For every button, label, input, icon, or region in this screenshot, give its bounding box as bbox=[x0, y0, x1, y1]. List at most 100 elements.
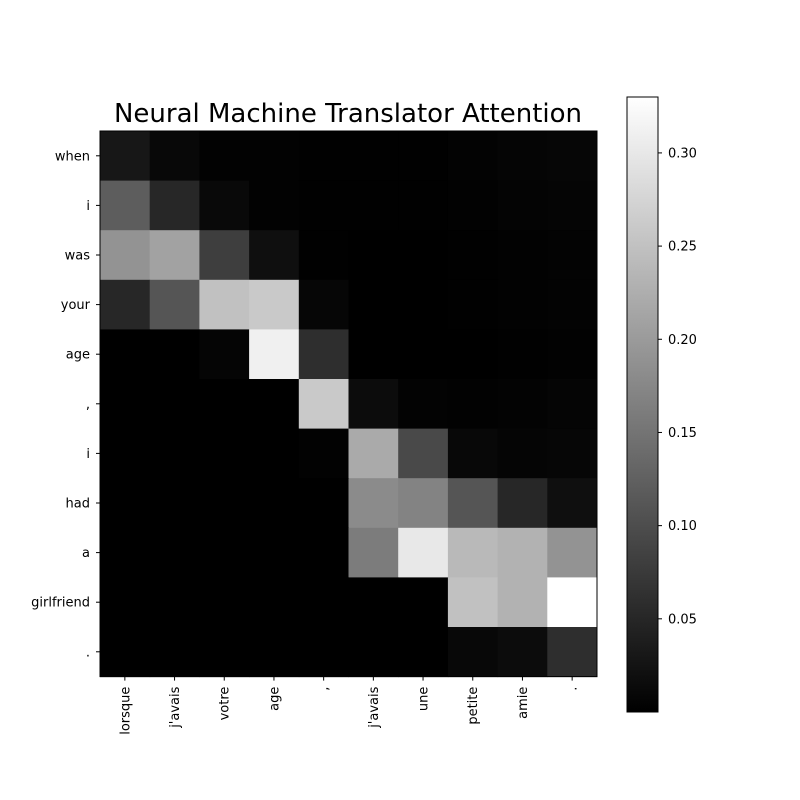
colorbar-tick-label: 0.30 bbox=[668, 146, 697, 161]
heatmap-cell-r10-c5 bbox=[348, 627, 399, 678]
y-tick-label: your bbox=[61, 298, 91, 313]
heatmap-cell-r9-c1 bbox=[149, 577, 200, 628]
heatmap-cell-r9-c9 bbox=[547, 577, 598, 628]
colorbar bbox=[626, 96, 659, 713]
heatmap-cell-r9-c5 bbox=[348, 577, 399, 628]
heatmap-cell-r10-c3 bbox=[249, 627, 300, 678]
heatmap-cell-r5-c8 bbox=[497, 379, 548, 430]
heatmap-cell-r5-c5 bbox=[348, 379, 399, 430]
heatmap-cell-r3-c4 bbox=[298, 279, 349, 330]
y-tick-label: , bbox=[86, 397, 90, 412]
heatmap-cell-r7-c2 bbox=[199, 478, 250, 529]
heatmap-cell-r8-c4 bbox=[298, 527, 349, 578]
y-tick-label: was bbox=[65, 249, 91, 264]
heatmap-cell-r0-c2 bbox=[199, 131, 250, 182]
heatmap-cell-r10-c8 bbox=[497, 627, 548, 678]
y-tick-label: i bbox=[86, 199, 90, 214]
heatmap-cell-r2-c4 bbox=[298, 230, 349, 281]
heatmap-cell-r5-c9 bbox=[547, 379, 598, 430]
y-tick-label: girlfriend bbox=[31, 596, 90, 611]
heatmap-cell-r2-c8 bbox=[497, 230, 548, 281]
x-tick-label: amie bbox=[516, 687, 531, 719]
heatmap-cell-r0-c1 bbox=[149, 131, 200, 182]
heatmap-cell-r3-c7 bbox=[447, 279, 499, 330]
y-tick-label: i bbox=[86, 447, 90, 462]
heatmap-cell-r10-c9 bbox=[547, 627, 598, 678]
heatmap-cell-r7-c5 bbox=[348, 478, 399, 529]
heatmap-cell-r9-c4 bbox=[298, 577, 349, 628]
heatmap-cell-r7-c3 bbox=[249, 478, 300, 529]
heatmap-cell-r0-c5 bbox=[348, 131, 399, 182]
heatmap-cell-r1-c0 bbox=[100, 180, 151, 231]
y-tick-label: age bbox=[66, 348, 90, 363]
heatmap-cell-r9-c6 bbox=[398, 577, 449, 628]
y-tick-label: when bbox=[55, 149, 90, 164]
colorbar-tick-label: 0.20 bbox=[668, 333, 697, 348]
heatmap-cell-r1-c1 bbox=[149, 180, 200, 231]
x-tick-label: . bbox=[566, 687, 581, 691]
heatmap-cell-r8-c6 bbox=[398, 527, 449, 578]
heatmap-cell-r6-c6 bbox=[398, 428, 449, 479]
heatmap-cell-r0-c6 bbox=[398, 131, 449, 182]
x-tick-label: age bbox=[267, 687, 282, 711]
heatmap-cell-r5-c4 bbox=[298, 379, 349, 430]
heatmap-cell-r7-c9 bbox=[547, 478, 598, 529]
x-tick-label: j'avais bbox=[367, 686, 382, 728]
colorbar-tick-label: 0.15 bbox=[668, 426, 697, 441]
heatmap-cell-r7-c0 bbox=[100, 478, 151, 529]
heatmap-cell-r1-c8 bbox=[497, 180, 548, 231]
heatmap-cell-r6-c5 bbox=[348, 428, 399, 479]
y-tick-label: . bbox=[86, 645, 90, 660]
heatmap-cell-r1-c2 bbox=[199, 180, 250, 231]
heatmap-cell-r4-c4 bbox=[298, 329, 349, 380]
heatmap-cell-r2-c3 bbox=[249, 230, 300, 281]
heatmap-cell-r1-c5 bbox=[348, 180, 399, 231]
heatmap-cell-r2-c5 bbox=[348, 230, 399, 281]
x-tick-label: votre bbox=[218, 687, 233, 721]
heatmap-cell-r1-c4 bbox=[298, 180, 349, 231]
colorbar-ticks: 0.05 0.10 0.15 0.20 0.25 0.30 bbox=[658, 146, 697, 627]
heatmap-cell-r10-c7 bbox=[447, 627, 499, 678]
heatmap-cell-r10-c6 bbox=[398, 627, 449, 678]
y-tick-label: had bbox=[66, 497, 90, 512]
heatmap-cell-r4-c0 bbox=[100, 329, 151, 380]
heatmap-cell-r4-c1 bbox=[149, 329, 200, 380]
x-tick-label: une bbox=[417, 687, 432, 711]
x-axis-ticks: lorsque j'avais votre age, j'avais une petite a… bbox=[118, 676, 581, 735]
chart-title: Neural Machine Translator Attention bbox=[114, 99, 582, 129]
colorbar-tick-label: 0.10 bbox=[668, 519, 697, 534]
heatmap-cell-r8-c7 bbox=[447, 527, 499, 578]
x-tick-label: j'avais bbox=[168, 686, 183, 728]
heatmap-cell-r0-c9 bbox=[547, 131, 598, 182]
y-tick-label: a bbox=[82, 546, 90, 561]
heatmap-cell-r6-c9 bbox=[547, 428, 598, 479]
heatmap-cell-r10-c4 bbox=[298, 627, 349, 678]
heatmap-cell-r5-c6 bbox=[398, 379, 449, 430]
heatmap-cell-r0-c3 bbox=[249, 131, 300, 182]
heatmap-cell-r3-c5 bbox=[348, 279, 399, 330]
heatmap-cell-r7-c8 bbox=[497, 478, 548, 529]
y-axis-ticks: when i was your age, i had a girlfriend. bbox=[31, 149, 100, 660]
heatmap-cell-r1-c3 bbox=[249, 180, 300, 231]
heatmap-cell-r0-c7 bbox=[447, 131, 499, 182]
heatmap-cell-r8-c5 bbox=[348, 527, 399, 578]
heatmap-cell-r5-c2 bbox=[199, 379, 250, 430]
heatmap-cell-r4-c9 bbox=[547, 329, 598, 380]
heatmap-cell-r1-c6 bbox=[398, 180, 449, 231]
heatmap-cell-r4-c7 bbox=[447, 329, 499, 380]
heatmap-cell-r9-c3 bbox=[249, 577, 300, 628]
heatmap-cell-r6-c2 bbox=[199, 428, 250, 479]
heatmap-cell-r3-c0 bbox=[100, 279, 151, 330]
heatmap-cell-r4-c5 bbox=[348, 329, 399, 380]
heatmap-cell-r7-c4 bbox=[298, 478, 349, 529]
heatmap-cell-r9-c2 bbox=[199, 577, 250, 628]
heatmap-cell-r5-c1 bbox=[149, 379, 200, 430]
heatmap-cell-r7-c7 bbox=[447, 478, 499, 529]
heatmap-cell-r7-c1 bbox=[149, 478, 200, 529]
heatmap-cell-r3-c1 bbox=[149, 279, 200, 330]
heatmap-cell-r6-c8 bbox=[497, 428, 548, 479]
heatmap-cell-r10-c0 bbox=[100, 627, 151, 678]
heatmap-cell-r4-c6 bbox=[398, 329, 449, 380]
heatmap-cell-r8-c2 bbox=[199, 527, 250, 578]
heatmap-cell-r2-c7 bbox=[447, 230, 499, 281]
